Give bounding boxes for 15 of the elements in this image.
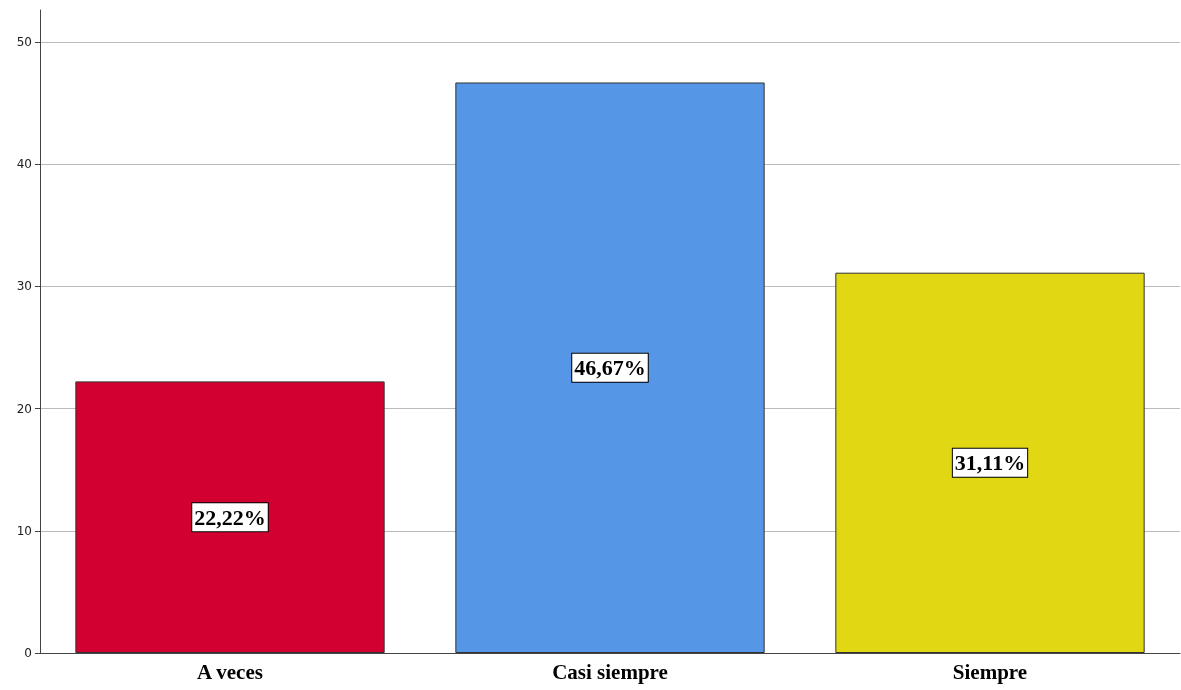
y-tick-label: 20: [16, 401, 32, 416]
y-tick-label: 50: [16, 34, 32, 49]
data-label: 22,22%: [194, 504, 266, 530]
y-tick-label: 10: [16, 523, 32, 538]
bar: [835, 272, 1145, 653]
bar: [75, 381, 385, 653]
x-tick-label: Casi siempre: [552, 659, 668, 684]
y-tick-label: 40: [16, 157, 32, 172]
x-tick-label: Siempre: [952, 659, 1028, 684]
y-tick-label: 0: [24, 646, 32, 660]
bar: [455, 82, 765, 653]
x-tick-label: A veces: [197, 659, 263, 684]
data-label: 31,11%: [954, 450, 1026, 476]
data-label: 46,67%: [574, 355, 646, 381]
y-tick-label: 30: [16, 279, 32, 294]
